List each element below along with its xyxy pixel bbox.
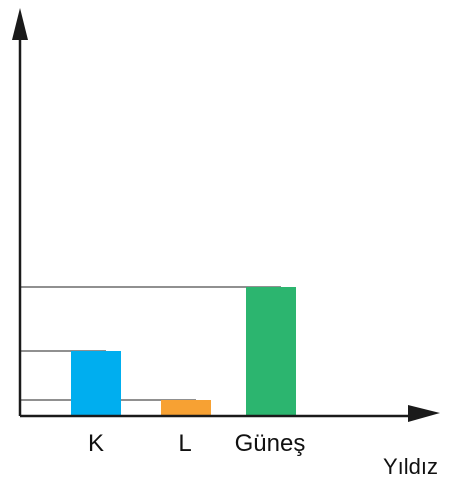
- bar: [71, 351, 121, 415]
- reference-lines: [20, 286, 281, 401]
- bars-group: [71, 287, 296, 415]
- y-axis-arrow-icon: [12, 8, 28, 40]
- x-axis-arrow-icon: [408, 405, 440, 422]
- axes: [12, 8, 440, 422]
- category-labels: K L Güneş: [88, 430, 305, 457]
- bar: [161, 400, 211, 415]
- x-axis-label: Yıldız: [383, 454, 438, 479]
- category-label: K: [88, 430, 104, 457]
- bar: [246, 287, 296, 415]
- category-label: Güneş: [235, 430, 306, 457]
- category-label: L: [178, 430, 191, 457]
